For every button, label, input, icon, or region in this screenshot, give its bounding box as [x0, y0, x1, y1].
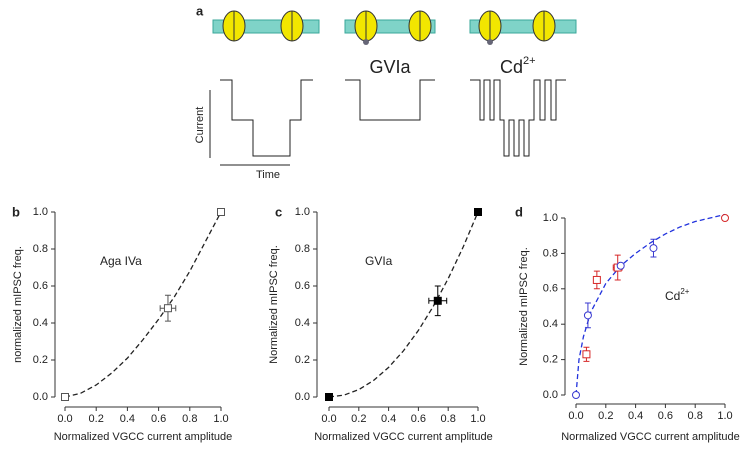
annotation-sup: 2+	[680, 287, 689, 296]
x-tick-label: 1.0	[717, 410, 732, 422]
x-tick-label: 0.4	[381, 413, 396, 425]
annotation: Aga IVa	[100, 254, 142, 268]
y-axis-label: Normalized mIPSC freq.	[268, 245, 280, 364]
annotation-text: Cd	[665, 289, 680, 303]
y-tick-label: 1.0	[543, 212, 558, 224]
x-tick-label: 0.8	[182, 413, 197, 425]
y-tick-label: 0.0	[33, 391, 48, 403]
y-tick-label: 0.8	[543, 247, 558, 259]
chart: d 0.0 0.2 0.4 0.6 0.8 1.0 0.0 0.2 0.4 0.6 0.8 1.0 Nor…	[515, 204, 740, 442]
panel-label: b	[12, 204, 20, 219]
x-tick-label: 1.0	[470, 413, 485, 425]
y-tick-label: 0.4	[295, 317, 310, 329]
fit-curve	[328, 211, 479, 398]
annotation-text: Aga IVa	[100, 254, 142, 268]
ion-charge: 2+	[523, 55, 536, 67]
x-tick-label: 0.2	[89, 413, 104, 425]
x-tick-label: 0.6	[658, 410, 673, 422]
point	[325, 393, 333, 401]
x-axis-label: Normalized VGCC current amplitude	[561, 431, 740, 443]
y-tick-label: 0.0	[295, 391, 310, 403]
ion-label: Cd2+	[500, 55, 536, 77]
y-axis-label: Normalized mIPSC freq.	[518, 247, 530, 366]
point	[583, 311, 592, 320]
fit-curve	[575, 213, 726, 396]
blocker-label: GVIa	[369, 57, 411, 77]
annotation: GVIa	[365, 254, 393, 268]
y-tick-label: 1.0	[33, 206, 48, 218]
time-label: Time	[256, 169, 280, 181]
point	[433, 296, 442, 305]
y-tick-label: 0.6	[33, 280, 48, 292]
panel-a: a GVIa Cd2+ Current Time	[194, 3, 577, 181]
annotation: Cd2+	[665, 287, 690, 303]
x-tick-label: 0.8	[441, 413, 456, 425]
ion: Cd	[500, 57, 523, 77]
x-tick-label: 0.0	[57, 413, 72, 425]
y-tick-label: 0.4	[543, 318, 558, 330]
x-tick-label: 0.2	[351, 413, 366, 425]
y-axis-label: normalized mIPSC freq.	[12, 246, 24, 363]
panel-label: c	[275, 204, 282, 219]
chart: c 0.0 0.2 0.4 0.6 0.8 1.0 0.0 0.2 0.4 0.6 0.8 1.0 Nor…	[268, 204, 493, 442]
x-tick-label: 0.6	[151, 413, 166, 425]
point	[217, 208, 225, 216]
y-tick-label: 0.6	[295, 280, 310, 292]
y-tick-label: 0.6	[543, 283, 558, 295]
x-tick-label: 1.0	[213, 413, 228, 425]
point	[572, 391, 580, 399]
chart: b 0.0 0.2 0.4 0.6 0.8 1.0 0.0 0.2 0.4 0.6 0.8 1.0 Nor…	[12, 204, 232, 442]
x-tick-label: 0.0	[568, 410, 583, 422]
y-tick-label: 0.0	[543, 389, 558, 401]
x-axis-label: Normalized VGCC current amplitude	[54, 431, 233, 443]
current-label: Current	[194, 107, 206, 144]
annotation-text: GVIa	[365, 254, 393, 268]
x-tick-label: 0.0	[321, 413, 336, 425]
y-tick-label: 0.8	[33, 243, 48, 255]
point	[163, 304, 172, 313]
x-tick-label: 0.8	[688, 410, 703, 422]
point	[474, 208, 482, 216]
y-tick-label: 0.2	[33, 354, 48, 366]
point	[592, 275, 601, 284]
x-axis-label: Normalized VGCC current amplitude	[314, 431, 493, 443]
y-tick-label: 0.2	[295, 354, 310, 366]
point	[616, 261, 625, 270]
panel-label: d	[515, 204, 523, 219]
point	[649, 244, 658, 253]
x-tick-label: 0.4	[120, 413, 135, 425]
fit-curve	[64, 211, 222, 398]
point	[582, 350, 591, 359]
y-tick-label: 0.2	[543, 354, 558, 366]
y-tick-label: 0.4	[33, 317, 48, 329]
panel-label: a	[196, 3, 204, 18]
y-tick-label: 0.8	[295, 243, 310, 255]
x-tick-label: 0.2	[598, 410, 613, 422]
x-tick-label: 0.6	[411, 413, 426, 425]
y-tick-label: 1.0	[295, 206, 310, 218]
x-tick-label: 0.4	[628, 410, 643, 422]
point	[721, 214, 729, 222]
point	[61, 393, 69, 401]
